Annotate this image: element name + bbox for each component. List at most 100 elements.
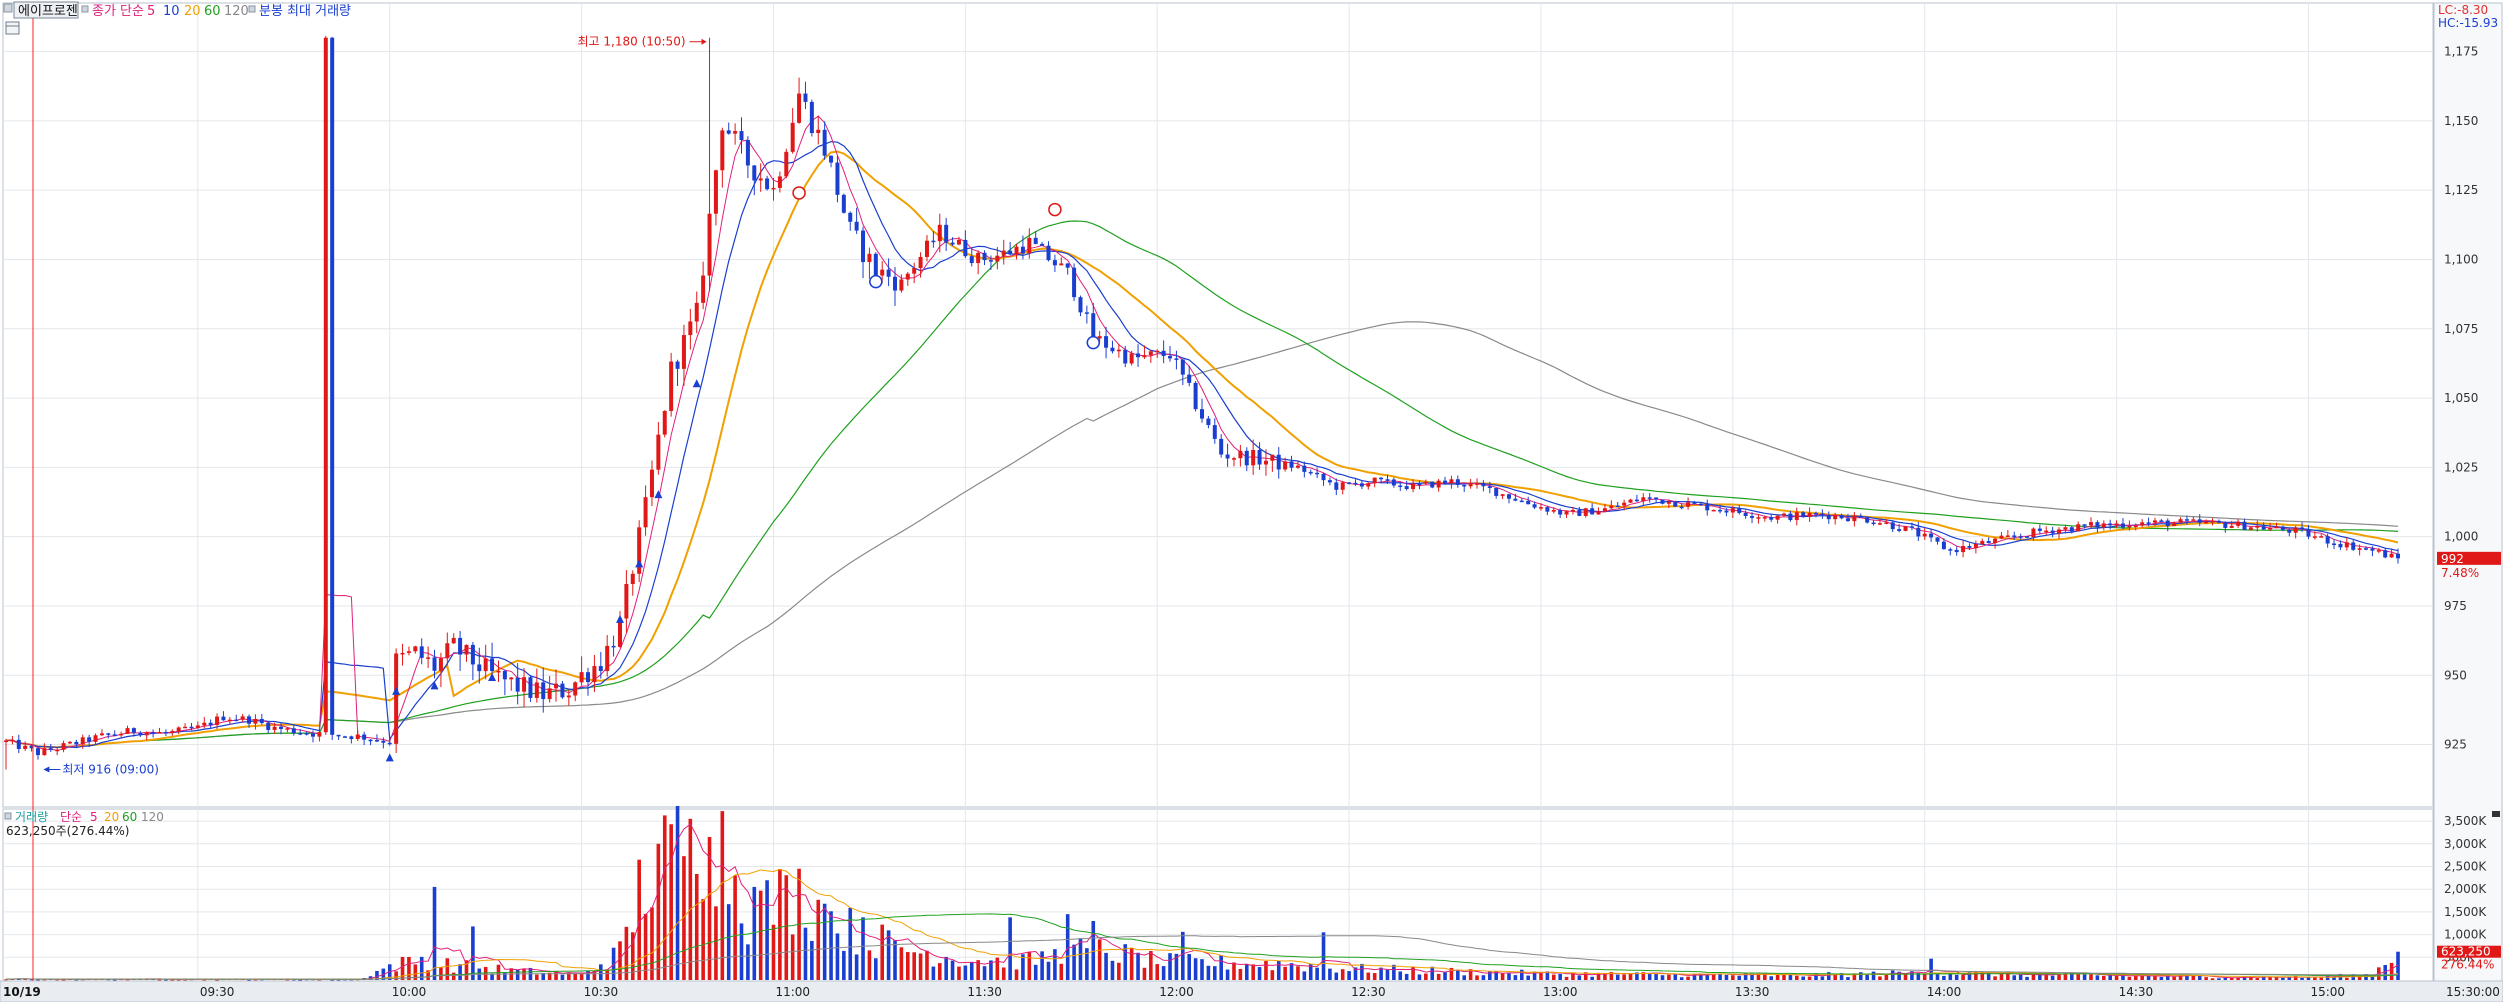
candle-body[interactable]: [1430, 481, 1435, 488]
candle-body[interactable]: [790, 122, 795, 152]
candle-body[interactable]: [144, 732, 149, 736]
candle-body[interactable]: [1890, 522, 1895, 530]
candle-body[interactable]: [1180, 359, 1185, 375]
candle-body[interactable]: [1270, 454, 1275, 461]
candle-body[interactable]: [227, 719, 232, 722]
candle-body[interactable]: [253, 718, 258, 724]
candle-body[interactable]: [1436, 480, 1441, 488]
candle-body[interactable]: [1014, 246, 1019, 255]
candle-body[interactable]: [1833, 515, 1838, 520]
candle-body[interactable]: [1494, 488, 1499, 496]
candle-body[interactable]: [234, 719, 239, 722]
candle-body[interactable]: [598, 666, 603, 672]
candle-body[interactable]: [374, 740, 379, 742]
candle-body[interactable]: [2370, 548, 2375, 551]
stock-name-box[interactable]: [13, 1, 79, 19]
candle-body[interactable]: [873, 253, 878, 276]
candle-body[interactable]: [1327, 480, 1332, 483]
candle-body[interactable]: [1136, 353, 1141, 358]
candle-body[interactable]: [605, 645, 610, 672]
candle-body[interactable]: [1417, 483, 1422, 486]
candle-body[interactable]: [1379, 477, 1384, 480]
candle-body[interactable]: [1813, 512, 1818, 515]
candle-body[interactable]: [1468, 483, 1473, 487]
candle-body[interactable]: [2351, 542, 2356, 550]
candle-body[interactable]: [758, 178, 763, 181]
candle-body[interactable]: [2076, 524, 2081, 532]
candle-body[interactable]: [739, 131, 744, 141]
candle-body[interactable]: [157, 731, 162, 734]
candle-body[interactable]: [1788, 513, 1793, 521]
candle-body[interactable]: [2261, 526, 2266, 530]
candle-body[interactable]: [822, 129, 827, 156]
candle-body[interactable]: [330, 37, 335, 735]
candle-body[interactable]: [2082, 524, 2087, 526]
candle-body[interactable]: [637, 527, 642, 574]
candle-body[interactable]: [1193, 382, 1198, 410]
candle-body[interactable]: [131, 728, 136, 733]
candle-body[interactable]: [1366, 483, 1371, 487]
candle-body[interactable]: [2031, 528, 2036, 538]
candle-body[interactable]: [829, 155, 834, 163]
candle-body[interactable]: [1385, 479, 1390, 481]
candle-body[interactable]: [2274, 526, 2279, 529]
candle-body[interactable]: [1340, 482, 1345, 490]
candle-body[interactable]: [2204, 521, 2209, 524]
candle-body[interactable]: [797, 93, 802, 123]
candle-body[interactable]: [2312, 536, 2317, 538]
candle-body[interactable]: [1423, 481, 1428, 484]
candle-body[interactable]: [195, 725, 200, 728]
candle-body[interactable]: [2146, 522, 2151, 524]
candle-body[interactable]: [1973, 543, 1978, 548]
price-panel[interactable]: [2, 2, 2434, 808]
candle-body[interactable]: [950, 242, 955, 245]
candle-body[interactable]: [816, 129, 821, 134]
candle-body[interactable]: [1532, 504, 1537, 508]
candle-body[interactable]: [2248, 527, 2253, 530]
candle-body[interactable]: [586, 672, 591, 683]
candle-body[interactable]: [2127, 525, 2132, 528]
candle-body[interactable]: [2210, 520, 2215, 523]
candle-body[interactable]: [1455, 479, 1460, 485]
candle-body[interactable]: [1315, 472, 1320, 475]
candle-body[interactable]: [694, 302, 699, 322]
candle-body[interactable]: [1308, 471, 1313, 474]
candle-body[interactable]: [956, 239, 961, 245]
candle-body[interactable]: [624, 584, 629, 619]
candle-body[interactable]: [1948, 549, 1953, 551]
candle-body[interactable]: [323, 37, 328, 733]
candle-body[interactable]: [1558, 510, 1563, 515]
candle-body[interactable]: [1276, 454, 1281, 470]
candle-body[interactable]: [777, 176, 782, 188]
candle-body[interactable]: [1257, 449, 1262, 465]
candle-body[interactable]: [2114, 523, 2119, 526]
candle-body[interactable]: [2319, 536, 2324, 538]
candle-body[interactable]: [1148, 351, 1153, 356]
candle-body[interactable]: [515, 677, 520, 692]
candle-body[interactable]: [1391, 479, 1396, 486]
candle-body[interactable]: [1289, 461, 1294, 468]
candle-body[interactable]: [2325, 536, 2330, 544]
candle-body[interactable]: [106, 733, 111, 735]
candle-body[interactable]: [1961, 546, 1966, 553]
candle-body[interactable]: [528, 677, 533, 698]
candle-body[interactable]: [400, 652, 405, 655]
candle-body[interactable]: [55, 749, 60, 752]
candle-body[interactable]: [1231, 458, 1236, 460]
candle-body[interactable]: [1986, 541, 1991, 544]
candle-body[interactable]: [23, 745, 28, 749]
candle-body[interactable]: [16, 739, 21, 749]
candle-body[interactable]: [1334, 482, 1339, 490]
candle-body[interactable]: [93, 735, 98, 742]
candle-body[interactable]: [765, 178, 770, 190]
candle-body[interactable]: [848, 212, 853, 222]
candle-body[interactable]: [1052, 260, 1057, 266]
candle-body[interactable]: [1743, 512, 1748, 517]
candle-body[interactable]: [438, 658, 443, 671]
candle-body[interactable]: [67, 741, 72, 744]
candle-body[interactable]: [809, 101, 814, 134]
candle-body[interactable]: [1858, 515, 1863, 518]
candle-body[interactable]: [1628, 499, 1633, 503]
candle-body[interactable]: [1903, 526, 1908, 531]
candle-body[interactable]: [2376, 550, 2381, 552]
